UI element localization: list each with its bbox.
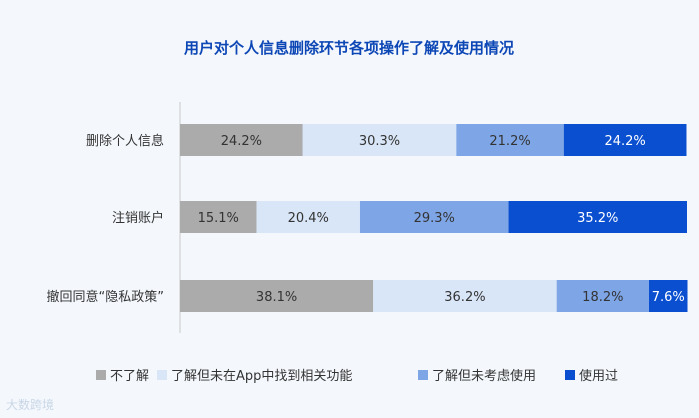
bar-segment bbox=[180, 124, 303, 156]
data-label: 15.1% bbox=[198, 211, 239, 226]
bar-segment bbox=[456, 124, 564, 156]
bar-segment bbox=[373, 280, 557, 312]
data-label: 18.2% bbox=[582, 290, 623, 305]
data-label: 29.3% bbox=[414, 211, 455, 226]
legend-label: 使用过 bbox=[579, 368, 618, 384]
legend-swatch bbox=[96, 370, 106, 380]
bar-segment bbox=[256, 201, 360, 233]
category-label: 撤回同意“隐私政策” bbox=[47, 289, 164, 305]
watermark: 大数跨境 bbox=[6, 398, 55, 412]
data-label: 38.1% bbox=[256, 290, 297, 305]
bar-segment bbox=[180, 280, 374, 312]
bar-segment bbox=[302, 124, 457, 156]
data-label: 21.2% bbox=[489, 134, 530, 149]
legend-swatch bbox=[418, 370, 428, 380]
legend-label: 不了解 bbox=[110, 369, 149, 384]
data-label: 20.4% bbox=[288, 211, 329, 226]
legend-label: 了解但未考虑使用 bbox=[432, 368, 536, 384]
bar-segment bbox=[180, 201, 257, 233]
bars-group: 删除个人信息 24.2% 30.3% 21.2% 24.2% 注销账户 15.1% 20.4%… bbox=[47, 124, 688, 312]
data-label: 24.2% bbox=[604, 134, 645, 149]
legend-label: 了解但未在App中找到相关功能 bbox=[171, 369, 352, 384]
data-label: 35.2% bbox=[577, 211, 618, 226]
category-label: 删除个人信息 bbox=[86, 133, 164, 149]
legend-swatch bbox=[565, 370, 575, 380]
bar-segment bbox=[556, 280, 649, 312]
bar-segment bbox=[563, 124, 687, 156]
data-label: 7.6% bbox=[652, 290, 685, 305]
data-label: 24.2% bbox=[221, 134, 262, 149]
category-label: 注销账户 bbox=[112, 210, 164, 226]
legend: 不了解 了解但未在App中找到相关功能 了解但未考虑使用 使用过 bbox=[96, 368, 618, 384]
data-label: 30.3% bbox=[359, 134, 400, 149]
bar-segment bbox=[359, 201, 509, 233]
data-label: 36.2% bbox=[444, 290, 485, 305]
legend-swatch bbox=[157, 370, 167, 380]
bar-segment bbox=[508, 201, 687, 233]
bar-segment bbox=[648, 280, 688, 312]
chart-title: 用户对个人信息删除环节各项操作了解及使用情况 bbox=[184, 39, 514, 57]
